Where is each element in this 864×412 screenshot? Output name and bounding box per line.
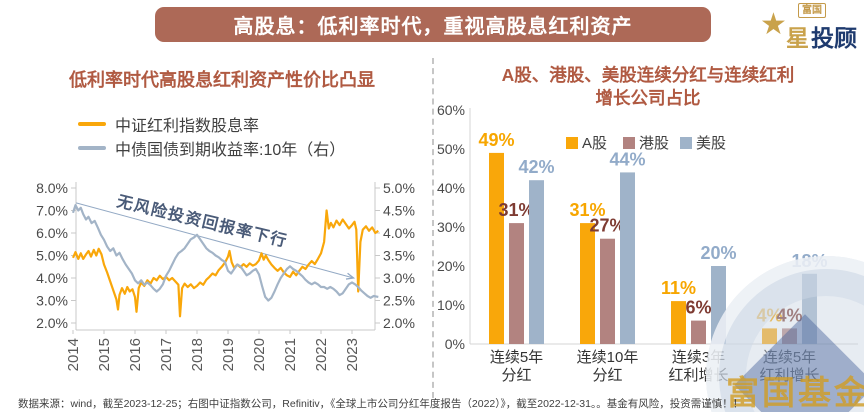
bar-value-label: 18%: [791, 251, 827, 271]
right-axis-tick: 2.0%: [383, 315, 415, 331]
bar-value-label: 4%: [756, 305, 782, 325]
bar-港股-2: [691, 320, 706, 344]
x-axis-year-label: 2019: [220, 338, 237, 371]
bar-A股-1: [580, 223, 595, 344]
bar-category-label: 连续10年分红: [577, 349, 639, 384]
bar-y-tick: 20%: [437, 258, 465, 274]
line-chart-canvas: 8.0% 7.0% 6.0% 5.0% 4.0% 3.0% 2.0% 5.0% 4.5% 4.0%…: [36, 180, 415, 371]
legend-label: 中证红利指数股息率: [115, 118, 260, 135]
brand-logo: 富国 ★ 星 投顾: [748, 2, 860, 54]
left-axis-tick: 6.0%: [36, 225, 68, 241]
bar-美股-0: [529, 180, 544, 344]
bar-legend-swatch-A股: [566, 137, 578, 149]
vertical-dashed-divider: [432, 58, 434, 398]
bar-category-label: 连续5年分红: [490, 349, 543, 384]
bar-legend-label: 美股: [696, 135, 726, 152]
bar-港股-1: [600, 238, 615, 344]
brand-box-label: 富国: [798, 3, 826, 18]
bar-y-tick: 60%: [437, 102, 465, 118]
left-axis-tick: 7.0%: [36, 203, 68, 219]
left-chart-legend: 中证红利指数股息率 中债国债到期收益率:10年（右）: [78, 112, 345, 160]
right-axis-tick: 2.5%: [383, 293, 415, 309]
logo-suffix: 投顾: [811, 25, 857, 51]
left-axis-tick: 8.0%: [36, 180, 68, 196]
left-axis-tick: 2.0%: [36, 315, 68, 331]
series-line-1: [71, 204, 379, 302]
bar-A股-0: [489, 152, 504, 344]
bar-value-label: 31%: [569, 200, 605, 220]
left-axis-tick: 5.0%: [36, 248, 68, 264]
data-source-disclaimer: 数据来源：wind，截至2023-12-25；右图中证指数公司，Refiniti…: [18, 398, 744, 410]
header-bar: 高股息：低利率时代，重视高股息红利资产: [155, 7, 711, 42]
bar-value-label: 44%: [609, 149, 645, 169]
bar-y-tick: 50%: [437, 141, 465, 157]
bar-value-label: 49%: [478, 130, 514, 150]
bar-美股-1: [620, 172, 635, 344]
bar-港股-3: [782, 328, 797, 344]
star-icon: ★: [760, 8, 787, 41]
bar-y-tick: 0%: [445, 336, 465, 352]
bar-美股-2: [711, 266, 726, 344]
logo-star-char: 星: [786, 25, 809, 51]
series-line-0: [71, 209, 379, 318]
bar-value-label: 31%: [498, 200, 534, 220]
legend-line-swatch-blue: [78, 146, 106, 150]
right-axis-tick: 4.0%: [383, 225, 415, 241]
bar-legend-swatch-美股: [680, 137, 692, 149]
bar-value-label: 4%: [776, 305, 802, 325]
legend-item-bond-yield: 中债国债到期收益率:10年（右）: [78, 136, 345, 160]
right-chart-title-line1: A股、港股、美股连续分红与连续红利: [501, 65, 795, 85]
bar-value-label: 27%: [589, 216, 625, 236]
bar-A股-2: [671, 301, 686, 344]
bar-value-label: 20%: [700, 243, 736, 263]
left-axis-tick: 4.0%: [36, 270, 68, 286]
legend-label: 中债国债到期收益率:10年（右）: [115, 142, 346, 159]
legend-line-swatch-orange: [78, 122, 106, 126]
bar-美股-3: [802, 273, 817, 344]
right-chart-title-line2: 增长公司占比: [595, 88, 701, 108]
bar-category-label: 连续3年红利增长: [668, 349, 728, 384]
bar-chart-canvas: 0%10%20%30%40%50%60%49%31%11%4%31%27%6% 4…: [437, 102, 858, 384]
bar-legend-label: 港股: [639, 135, 669, 152]
x-axis-year-label: 2022: [313, 338, 330, 371]
bar-A股-3: [762, 328, 777, 344]
right-axis-tick: 3.5%: [383, 248, 415, 264]
bar-value-label: 42%: [518, 157, 554, 177]
left-chart-title: 低利率时代高股息红利资产性价比凸显: [69, 70, 375, 90]
right-chart-title: A股、港股、美股连续分红与连续红利 增长公司占比: [436, 64, 860, 110]
x-axis-year-label: 2017: [158, 338, 175, 371]
page-title: 高股息：低利率时代，重视高股息红利资产: [233, 16, 633, 38]
bar-value-label: 6%: [685, 298, 711, 318]
right-axis-tick: 4.5%: [383, 203, 415, 219]
bar-y-tick: 10%: [437, 297, 465, 313]
x-axis-year-label: 2023: [344, 338, 361, 371]
right-axis-tick: 5.0%: [383, 180, 415, 196]
trendline: [75, 202, 356, 280]
right-axis-tick: 3.0%: [383, 270, 415, 286]
left-axis-tick: 3.0%: [36, 293, 68, 309]
bar-legend-label: A股: [582, 135, 607, 152]
x-axis-year-label: 2020: [251, 338, 268, 371]
bar-legend-swatch-港股: [623, 137, 635, 149]
bar-y-tick: 40%: [437, 180, 465, 196]
bar-category-label: 连续5年红利增长: [759, 349, 819, 384]
bar-港股-0: [509, 223, 524, 344]
x-axis-year-label: 2018: [189, 338, 206, 371]
x-axis-year-label: 2015: [96, 338, 113, 371]
bar-y-tick: 30%: [437, 219, 465, 235]
x-axis-year-label: 2016: [127, 338, 144, 371]
x-axis-year-label: 2021: [282, 338, 299, 371]
bar-value-label: 11%: [661, 278, 696, 298]
legend-item-dividend-yield: 中证红利指数股息率: [78, 112, 345, 136]
x-axis-year-label: 2014: [65, 338, 82, 371]
